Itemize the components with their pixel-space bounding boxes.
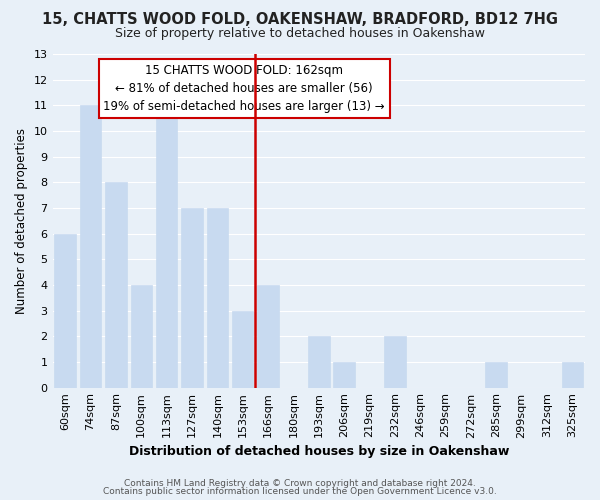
X-axis label: Distribution of detached houses by size in Oakenshaw: Distribution of detached houses by size … — [128, 444, 509, 458]
Bar — [485, 362, 507, 388]
Text: Contains HM Land Registry data © Crown copyright and database right 2024.: Contains HM Land Registry data © Crown c… — [124, 478, 476, 488]
Bar — [308, 336, 329, 388]
Bar — [384, 336, 406, 388]
Bar — [55, 234, 76, 388]
Text: Contains public sector information licensed under the Open Government Licence v3: Contains public sector information licen… — [103, 487, 497, 496]
Bar — [257, 285, 279, 388]
Bar — [232, 310, 253, 388]
Bar — [181, 208, 203, 388]
Bar — [562, 362, 583, 388]
Text: Size of property relative to detached houses in Oakenshaw: Size of property relative to detached ho… — [115, 28, 485, 40]
Y-axis label: Number of detached properties: Number of detached properties — [15, 128, 28, 314]
Bar — [156, 106, 178, 388]
Text: 15, CHATTS WOOD FOLD, OAKENSHAW, BRADFORD, BD12 7HG: 15, CHATTS WOOD FOLD, OAKENSHAW, BRADFOR… — [42, 12, 558, 28]
Bar — [334, 362, 355, 388]
Bar — [105, 182, 127, 388]
Bar — [80, 106, 101, 388]
Bar — [131, 285, 152, 388]
Text: 15 CHATTS WOOD FOLD: 162sqm
← 81% of detached houses are smaller (56)
19% of sem: 15 CHATTS WOOD FOLD: 162sqm ← 81% of det… — [103, 64, 385, 113]
Bar — [206, 208, 228, 388]
